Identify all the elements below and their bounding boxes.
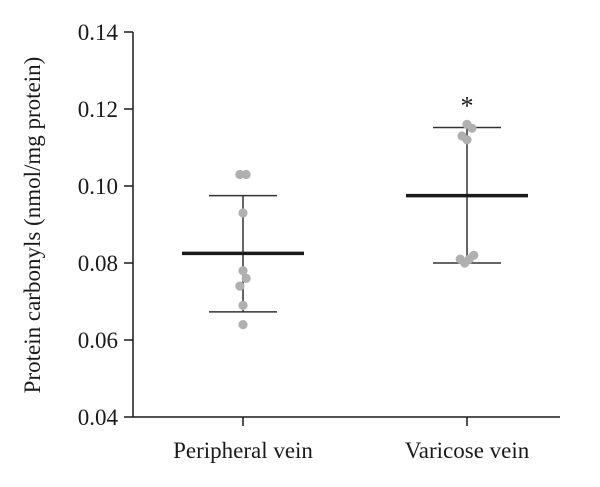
data-point [238, 266, 248, 276]
y-tick-label: 0.04 [78, 405, 119, 430]
data-point [241, 273, 251, 283]
data-point [462, 135, 472, 145]
data-point [467, 123, 477, 133]
y-axis: 0.04 0.06 0.08 0.10 0.12 0.14 [78, 20, 134, 430]
data-point [235, 169, 245, 180]
data-point [238, 320, 248, 330]
significance-marker: * [461, 91, 474, 120]
y-tick-label: 0.14 [78, 20, 119, 45]
x-axis: Peripheral vein Varicose vein [133, 416, 560, 463]
data-point [238, 208, 248, 218]
data-groups: * [182, 91, 528, 330]
y-tick-label: 0.06 [78, 328, 118, 353]
group-varicose-vein: * [406, 91, 528, 268]
y-tick-label: 0.08 [78, 251, 118, 276]
y-axis-label: Protein carbonyls (nmol/mg protein) [20, 57, 45, 394]
group-peripheral-vein [182, 169, 304, 330]
x-category-label: Peripheral vein [173, 438, 313, 463]
data-point [241, 169, 251, 180]
data-point [235, 281, 245, 291]
x-category-label: Varicose vein [405, 438, 530, 463]
data-point [469, 250, 479, 260]
y-tick-label: 0.10 [78, 174, 118, 199]
y-tick-label: 0.12 [78, 97, 118, 122]
data-point [238, 300, 248, 310]
